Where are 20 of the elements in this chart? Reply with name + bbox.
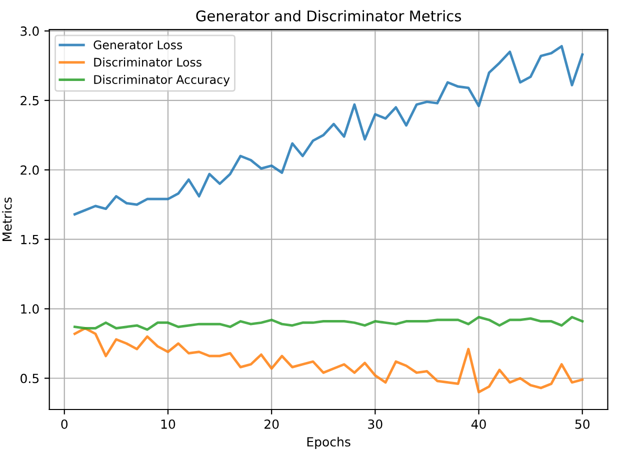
x-tick-label: 10 [161,419,176,429]
legend-label: Discriminator Loss [94,58,202,67]
y-axis-title: Metrics [2,197,12,241]
y-tick-label: 2.0 [20,165,39,175]
y-tick-label: 1.0 [21,304,39,314]
x-axis-title: Epochs [307,436,350,449]
legend-label: Discriminator Accuracy [94,74,230,86]
y-tick-label: 3.0 [20,26,39,36]
chart-title: Generator and Discriminator Metrics [196,10,462,22]
legend-label: Generator Loss [94,40,182,50]
x-tick-label: 40 [471,419,486,429]
line-series [73,326,584,394]
line-series [73,316,584,331]
y-tick-label: 2.5 [20,96,39,106]
x-tick-label: 50 [575,419,590,429]
x-tick-label: 20 [264,419,279,429]
y-tick-label: 1.5 [21,234,39,244]
x-tick-label: 30 [368,419,382,429]
x-tick-label: 0 [61,419,68,429]
y-tick-label: 0.5 [20,374,39,384]
